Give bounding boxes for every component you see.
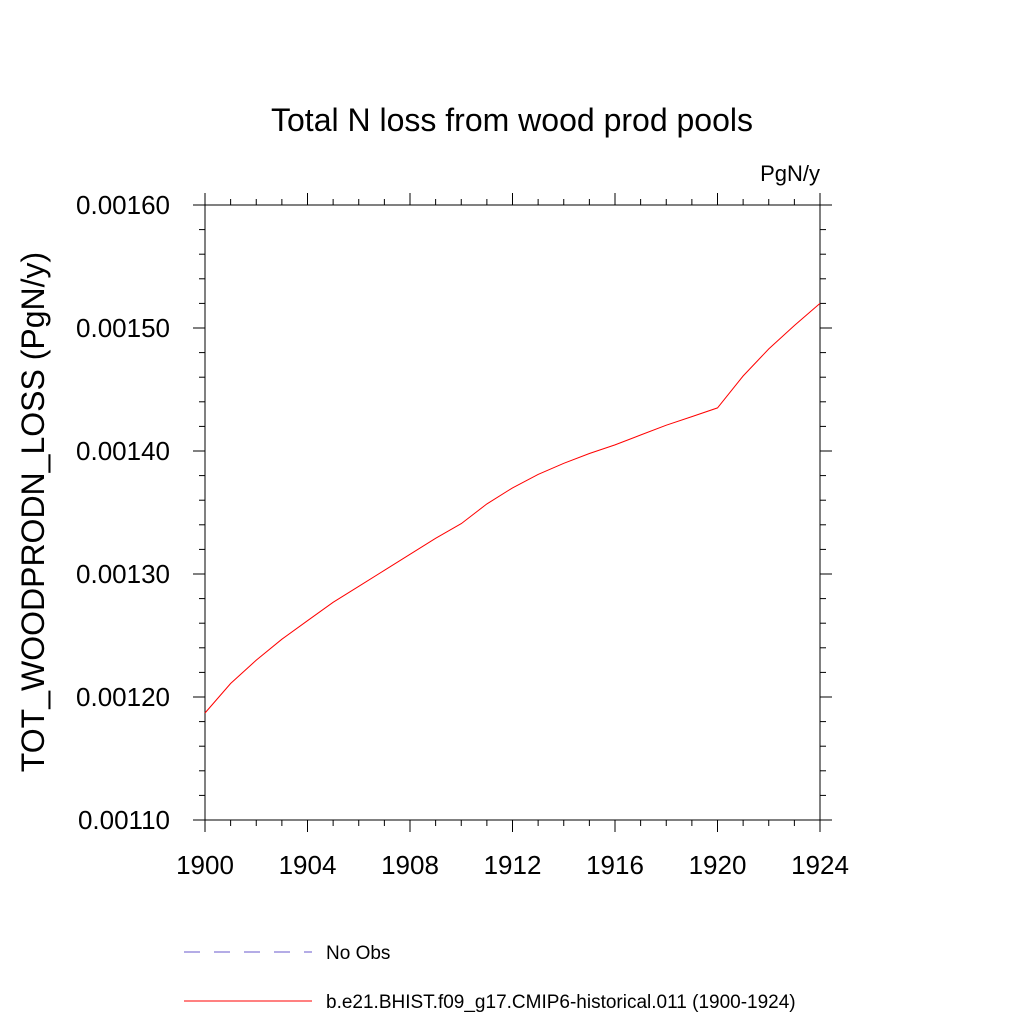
x-tick-labels: 1900 1904 1908 1912 1916 1920 1924 <box>176 850 849 880</box>
legend-label: No Obs <box>326 943 390 964</box>
legend-label: b.e21.BHIST.f09_g17.CMIP6-historical.011… <box>326 992 796 1013</box>
x-tick-label: 1916 <box>586 850 644 880</box>
x-tick-label: 1920 <box>689 850 747 880</box>
x-tick-label: 1908 <box>381 850 439 880</box>
plot-frame <box>204 204 821 821</box>
chart-title: Total N loss from wood prod pools <box>271 102 753 138</box>
x-tick-label: 1900 <box>176 850 234 880</box>
y-axis-label: TOT_WOODPRODN_LOSS (PgN/y) <box>15 252 51 772</box>
x-tick-label: 1904 <box>279 850 337 880</box>
y-tick-label: 0.00150 <box>76 313 170 343</box>
x-tick-label: 1912 <box>484 850 542 880</box>
y-tick-label: 0.00140 <box>76 436 170 466</box>
x-tick-label: 1924 <box>791 850 849 880</box>
series-line <box>204 303 821 714</box>
y-tick-labels: 0.00110 0.00120 0.00130 0.00140 0.00150 0.001… <box>76 190 170 835</box>
units-label: PgN/y <box>760 161 820 186</box>
y-tick-label: 0.00110 <box>78 805 170 835</box>
series-lines <box>204 303 821 714</box>
legend: No Obs b.e21.BHIST.f09_g17.CMIP6-historic… <box>184 943 796 1013</box>
y-tick-label: 0.00120 <box>76 682 170 712</box>
y-tick-label: 0.00160 <box>76 190 170 220</box>
axis-ticks <box>193 193 832 832</box>
y-tick-label: 0.00130 <box>76 559 170 589</box>
